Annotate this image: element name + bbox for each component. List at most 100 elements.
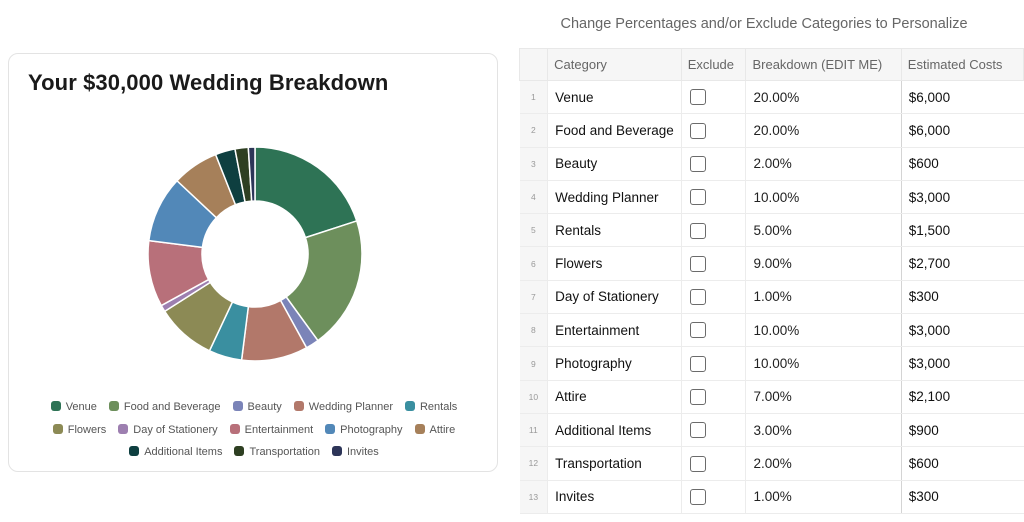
category-cell[interactable]: Attire (547, 380, 682, 414)
legend-item[interactable]: Invites (332, 441, 379, 464)
exclude-checkbox[interactable] (689, 389, 706, 406)
budget-table: Category Exclude Breakdown (EDIT ME) Est… (518, 48, 1024, 514)
legend-label: Food and Beverage (123, 401, 221, 413)
legend-item[interactable]: Day of Stationery (118, 419, 218, 442)
table-row: 9 Photography 10.00% $3,000 (519, 346, 1024, 381)
exclude-checkbox[interactable] (689, 455, 706, 472)
exclude-checkbox[interactable] (689, 89, 706, 106)
legend-swatch (332, 446, 342, 456)
table-row: 5 Rentals 5.00% $1,500 (519, 213, 1024, 248)
category-cell[interactable]: Wedding Planner (547, 180, 682, 215)
cost-cell: $3,000 (900, 313, 1024, 348)
category-cell[interactable]: Photography (547, 346, 682, 381)
breakdown-cell[interactable]: 1.00% (745, 480, 902, 514)
breakdown-cell[interactable]: 20.00% (745, 113, 902, 148)
breakdown-cell[interactable]: 3.00% (745, 413, 902, 448)
category-cell[interactable]: Rentals (547, 213, 682, 248)
table-row: 13 Invites 1.00% $300 (519, 480, 1024, 514)
legend-item[interactable]: Transportation (234, 441, 320, 464)
column-header-breakdown[interactable]: Breakdown (EDIT ME) (745, 48, 902, 81)
category-cell[interactable]: Day of Stationery (547, 280, 682, 315)
cost-cell: $2,100 (900, 380, 1024, 414)
exclude-cell (680, 413, 746, 448)
legend-item[interactable]: Flowers (52, 419, 106, 442)
breakdown-cell[interactable]: 2.00% (745, 446, 902, 481)
table-row: 10 Attire 7.00% $2,100 (519, 380, 1024, 414)
legend-label: Wedding Planner (308, 401, 393, 413)
row-index: 2 (519, 113, 548, 148)
table-row: 11 Additional Items 3.00% $900 (519, 413, 1024, 448)
row-index: 10 (519, 380, 548, 414)
breakdown-cell[interactable]: 10.00% (745, 180, 902, 215)
breakdown-cell[interactable]: 7.00% (745, 380, 902, 414)
row-index: 3 (519, 147, 548, 181)
category-cell[interactable]: Additional Items (547, 413, 682, 448)
breakdown-cell[interactable]: 10.00% (745, 346, 902, 381)
exclude-cell (680, 80, 746, 115)
category-cell[interactable]: Invites (547, 480, 682, 514)
table-row: 3 Beauty 2.00% $600 (519, 147, 1024, 181)
category-cell[interactable]: Transportation (547, 446, 682, 481)
donut-slice[interactable] (247, 146, 256, 202)
column-header-cost[interactable]: Estimated Costs (900, 48, 1024, 81)
row-index: 1 (519, 80, 548, 115)
category-cell[interactable]: Flowers (547, 246, 682, 281)
exclude-checkbox[interactable] (689, 422, 706, 439)
exclude-cell (680, 446, 746, 481)
cost-cell: $6,000 (900, 113, 1024, 148)
exclude-cell (680, 346, 746, 381)
exclude-cell (680, 213, 746, 248)
exclude-cell (680, 313, 746, 348)
legend-swatch (404, 401, 415, 411)
breakdown-cell[interactable]: 9.00% (745, 246, 902, 281)
legend-item[interactable]: Additional Items (129, 441, 222, 464)
legend-label: Beauty (247, 401, 282, 413)
exclude-cell (680, 380, 746, 414)
exclude-checkbox[interactable] (689, 189, 706, 206)
legend-item[interactable]: Attire (414, 419, 456, 442)
exclude-checkbox[interactable] (689, 255, 706, 272)
legend-label: Attire (429, 423, 456, 436)
exclude-checkbox[interactable] (689, 355, 706, 372)
exclude-checkbox[interactable] (689, 289, 706, 306)
exclude-checkbox[interactable] (689, 322, 706, 339)
legend-label: Additional Items (144, 446, 223, 458)
chart-title: Your $30,000 Wedding Breakdown (28, 70, 389, 95)
donut-slice[interactable] (285, 219, 363, 342)
exclude-cell (680, 113, 746, 148)
breakdown-cell[interactable]: 20.00% (745, 80, 902, 115)
legend-label: Entertainment (244, 423, 314, 436)
legend-swatch (52, 423, 63, 434)
exclude-checkbox[interactable] (689, 222, 706, 239)
category-cell[interactable]: Entertainment (547, 313, 682, 348)
legend-swatch (293, 401, 304, 411)
column-header-category[interactable]: Category (547, 48, 682, 81)
breakdown-cell[interactable]: 5.00% (745, 213, 902, 248)
legend-item[interactable]: Venue (50, 396, 97, 419)
legend-item[interactable]: Beauty (232, 396, 282, 419)
exclude-cell (680, 180, 746, 215)
exclude-checkbox[interactable] (689, 488, 706, 505)
exclude-checkbox[interactable] (689, 155, 706, 172)
legend-item[interactable]: Entertainment (229, 419, 314, 442)
category-cell[interactable]: Beauty (547, 147, 682, 181)
category-cell[interactable]: Food and Beverage (547, 113, 682, 148)
column-header-exclude[interactable]: Exclude (680, 48, 747, 81)
category-cell[interactable]: Venue (547, 80, 682, 115)
breakdown-cell[interactable]: 1.00% (745, 280, 902, 315)
legend-item[interactable]: Food and Beverage (108, 396, 221, 419)
breakdown-cell[interactable]: 10.00% (745, 313, 902, 348)
cost-cell: $3,000 (900, 180, 1024, 215)
legend-item[interactable]: Rentals (404, 396, 457, 419)
row-index: 4 (519, 180, 548, 215)
row-index: 12 (519, 446, 548, 481)
cost-cell: $600 (900, 147, 1024, 181)
legend-item[interactable]: Photography (325, 419, 403, 442)
donut-slice[interactable] (254, 146, 358, 239)
exclude-checkbox[interactable] (689, 122, 706, 139)
cost-cell: $300 (900, 480, 1024, 514)
cost-cell: $1,500 (900, 213, 1024, 248)
cost-cell: $900 (900, 413, 1024, 448)
legend-item[interactable]: Wedding Planner (293, 396, 393, 419)
breakdown-cell[interactable]: 2.00% (745, 147, 902, 181)
